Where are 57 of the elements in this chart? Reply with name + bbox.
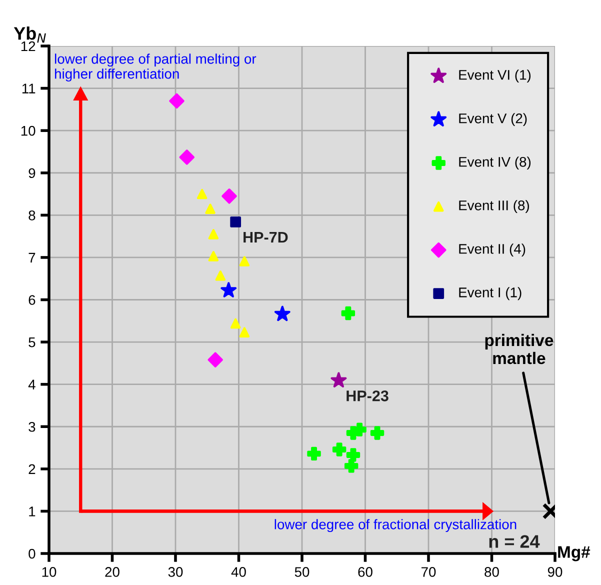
point [205, 204, 216, 214]
point [215, 270, 226, 281]
point [239, 256, 250, 266]
point [208, 251, 219, 262]
point [344, 459, 358, 473]
y-tick-label: 0 [28, 548, 36, 559]
point [220, 282, 237, 298]
point [230, 318, 241, 329]
point [208, 229, 219, 240]
point [208, 352, 223, 368]
point [370, 426, 384, 440]
legend-label: Event II (4) [459, 244, 526, 257]
point [222, 188, 237, 204]
x-tick-label: 60 [358, 567, 372, 577]
annotation: HP-23 [346, 390, 388, 402]
point [332, 442, 346, 456]
annotation: HP-7D [244, 232, 288, 243]
y-tick-label: 3 [28, 422, 36, 432]
annotation: lower degree of partial melting or higher differentiation [54, 54, 256, 82]
point [169, 93, 184, 109]
x-tick-label: 30 [168, 567, 183, 577]
y-tick-label: 4 [28, 380, 36, 390]
point [307, 446, 321, 461]
x-tick-label: 10 [42, 567, 56, 577]
annotation: lower degree of fractional crystallization [274, 519, 516, 532]
y-tick-label: 5 [28, 338, 36, 348]
y-tick-label: 8 [28, 210, 36, 220]
point [196, 188, 208, 200]
x-tick-label: 90 [548, 567, 562, 577]
y-tick-label: 11 [22, 84, 36, 94]
legend-label: Event I (1) [459, 287, 522, 300]
x-tick-label: 80 [484, 567, 499, 577]
x-tick-label: 70 [421, 567, 436, 577]
y-tick-label: 2 [28, 464, 36, 474]
y-tick-label: 9 [28, 168, 36, 178]
point [274, 306, 290, 322]
point [330, 372, 347, 388]
x-tick-label: 20 [105, 567, 120, 577]
legend-label: Event V (2) [459, 113, 527, 126]
y-tick-label: 12 [21, 41, 36, 52]
point [239, 327, 250, 338]
point [346, 448, 360, 462]
point [230, 216, 242, 228]
legend-label: Event III (8) [459, 200, 529, 214]
legend-label: Event IV (8) [459, 156, 531, 170]
y-tick-label: 1 [29, 506, 36, 516]
x-tick-label: 40 [231, 567, 246, 577]
annotation: n = 24 [489, 535, 540, 548]
legend-label: Event VI (1) [459, 70, 531, 83]
point [341, 306, 356, 320]
y-tick-label: 6 [28, 295, 36, 305]
annotation: primitive mantle [485, 334, 554, 364]
x-tick-label: 50 [294, 567, 310, 577]
x-axis-title: Mg# [558, 546, 590, 562]
y-tick-label: 7 [28, 252, 36, 262]
y-tick-label: 10 [21, 126, 36, 136]
point [179, 150, 195, 165]
